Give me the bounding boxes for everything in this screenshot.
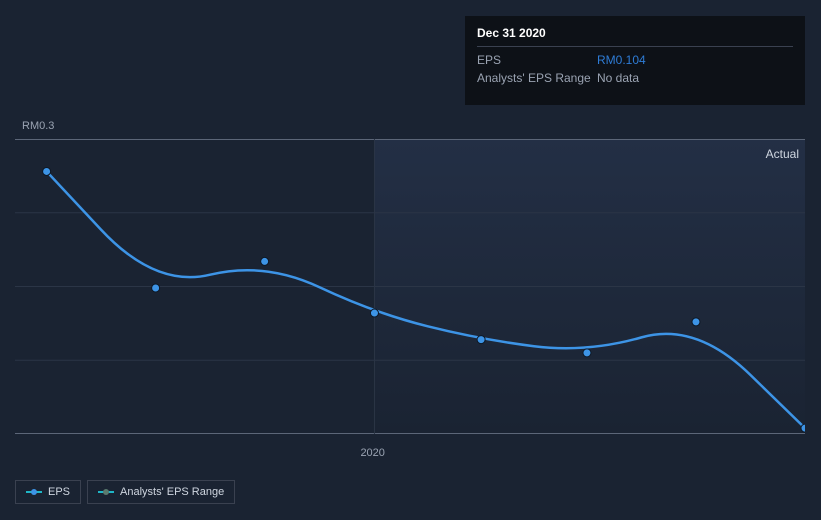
x-axis-tick-label: 2020 [360,447,384,459]
y-axis-top-label: RM0.3 [22,120,54,132]
tooltip-date: Dec 31 2020 [477,26,793,47]
eps-chart[interactable]: Actual [15,139,805,434]
tooltip-box: Dec 31 2020 EPS RM0.104 Analysts' EPS Ra… [465,16,805,105]
legend: EPS Analysts' EPS Range [15,480,235,504]
legend-label-eps: EPS [48,486,70,498]
legend-item-eps[interactable]: EPS [15,480,81,504]
tooltip-value-eps: RM0.104 [597,53,646,67]
tooltip-value-range: No data [597,71,639,85]
legend-swatch-eps [26,488,42,496]
tooltip-row-eps: EPS RM0.104 [477,51,793,69]
tooltip-label-range: Analysts' EPS Range [477,71,597,85]
chart-svg [15,139,805,434]
legend-swatch-range [98,488,114,496]
actual-region-label: Actual [766,147,799,161]
tooltip-row-range: Analysts' EPS Range No data [477,69,793,87]
legend-label-range: Analysts' EPS Range [120,486,224,498]
legend-item-range[interactable]: Analysts' EPS Range [87,480,235,504]
tooltip-label-eps: EPS [477,53,597,67]
